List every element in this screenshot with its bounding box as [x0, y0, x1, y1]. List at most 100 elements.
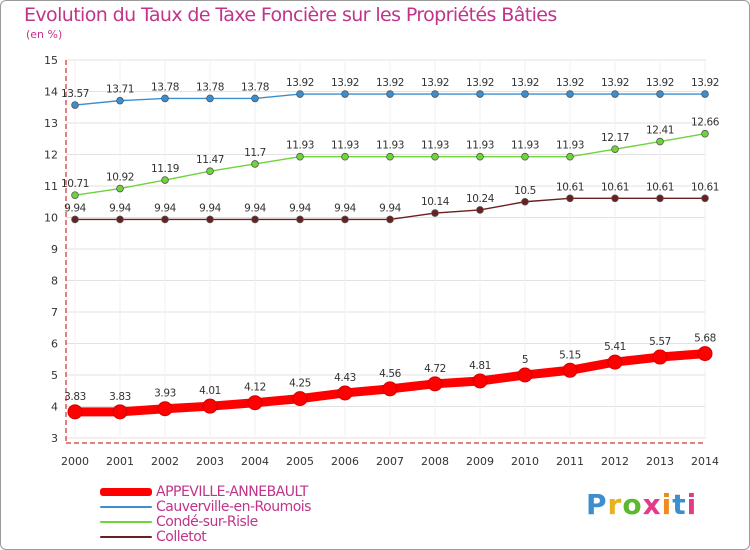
data-label: 12.66 — [691, 117, 720, 129]
y-tick-label: 11 — [44, 180, 58, 193]
data-label: 12.17 — [601, 132, 629, 144]
data-point — [521, 152, 529, 161]
data-label: 4.81 — [469, 360, 491, 372]
chart-title: Evolution du Taux de Taxe Foncière sur l… — [24, 4, 557, 26]
data-point — [656, 90, 664, 98]
data-point — [566, 194, 574, 203]
data-label: 11.93 — [466, 140, 494, 152]
data-point — [206, 215, 214, 224]
y-tick-label: 5 — [51, 369, 58, 382]
data-label: 13.92 — [421, 77, 449, 89]
data-point — [341, 152, 349, 161]
data-label: 10.61 — [691, 181, 719, 193]
y-tick-label: 15 — [44, 54, 58, 67]
data-label: 9.94 — [154, 202, 176, 214]
data-point — [116, 184, 124, 193]
data-point — [157, 401, 173, 417]
data-point — [206, 167, 214, 175]
data-point — [656, 194, 664, 203]
data-label: 5.15 — [559, 349, 581, 361]
legend-swatch-conde — [100, 520, 152, 523]
logo-letter: r — [607, 488, 623, 521]
y-tick-label: 9 — [51, 243, 58, 256]
x-tick-label: 2007 — [376, 455, 404, 468]
y-tick-label: 12 — [44, 149, 58, 162]
x-tick-label: 2014 — [691, 455, 719, 468]
data-point — [652, 349, 668, 365]
x-tick-label: 2012 — [601, 455, 629, 468]
legend-item-colletot[interactable]: Colletot — [100, 529, 311, 545]
data-label: 13.92 — [646, 77, 674, 89]
data-point — [341, 215, 349, 224]
data-label: 13.92 — [331, 77, 359, 89]
data-label: 13.92 — [511, 77, 539, 89]
y-tick-label: 10 — [44, 212, 58, 225]
data-point — [701, 194, 709, 203]
data-label: 4.43 — [334, 372, 356, 384]
legend-swatch-colletot — [100, 535, 152, 538]
x-tick-label: 2009 — [466, 455, 494, 468]
data-point — [71, 191, 79, 199]
data-point — [697, 346, 713, 362]
data-point — [67, 404, 83, 420]
data-label: 4.12 — [244, 382, 266, 394]
data-label: 13.71 — [106, 84, 134, 96]
data-label: 13.92 — [466, 77, 494, 89]
logo-letter: i — [686, 488, 698, 521]
data-label: 5.57 — [649, 336, 671, 348]
y-tick-label: 7 — [51, 306, 58, 319]
data-label: 11.93 — [556, 140, 584, 152]
legend-label: Condé-sur-Risle — [156, 513, 258, 530]
data-label: 5.68 — [694, 333, 716, 345]
data-label: 13.78 — [196, 81, 224, 93]
x-tick-label: 2013 — [646, 455, 674, 468]
legend-swatch-appeville — [100, 487, 152, 496]
data-point — [116, 96, 124, 105]
data-point — [566, 90, 574, 98]
data-point — [386, 90, 394, 98]
data-label: 9.94 — [109, 202, 131, 214]
data-point — [476, 90, 484, 98]
data-point — [206, 94, 214, 103]
data-label: 10.92 — [106, 172, 134, 184]
data-label: 11.93 — [286, 140, 314, 152]
y-tick-label: 13 — [44, 117, 58, 130]
x-tick-label: 2004 — [241, 455, 269, 468]
data-label: 10.5 — [514, 185, 536, 197]
data-point — [607, 354, 623, 370]
legend-item-appeville[interactable]: APPEVILLE-ANNEBAULT — [100, 484, 311, 500]
legend-item-conde[interactable]: Condé-sur-Risle — [100, 513, 311, 530]
data-label: 13.57 — [61, 88, 89, 100]
data-point — [247, 395, 263, 411]
data-label: 9.94 — [289, 202, 311, 214]
data-point — [251, 94, 259, 103]
data-point — [71, 101, 79, 109]
logo-letter: o — [622, 488, 643, 521]
data-label: 13.78 — [151, 81, 179, 93]
data-label: 5.41 — [604, 341, 626, 353]
data-point — [517, 367, 533, 383]
data-point — [521, 90, 529, 98]
data-point — [476, 206, 484, 214]
data-point — [701, 129, 709, 138]
data-label: 3.93 — [154, 388, 176, 400]
data-label: 11.93 — [376, 140, 404, 152]
data-label: 10.61 — [601, 181, 629, 193]
data-point — [202, 398, 218, 414]
data-label: 9.94 — [199, 202, 221, 214]
y-tick-label: 4 — [51, 401, 58, 414]
data-point — [472, 373, 488, 389]
data-label: 11.19 — [151, 163, 179, 175]
data-label: 12.41 — [646, 125, 674, 137]
legend-item-cauverville[interactable]: Cauverville-en-Roumois — [100, 499, 311, 515]
data-label: 13.92 — [601, 77, 629, 89]
x-tick-label: 2001 — [106, 455, 134, 468]
data-point — [562, 362, 578, 378]
proxiti-logo: Proxiti — [586, 488, 697, 521]
x-tick-label: 2011 — [556, 455, 584, 468]
data-point — [701, 90, 709, 98]
data-point — [566, 152, 574, 161]
data-point — [427, 376, 443, 392]
data-label: 13.92 — [691, 77, 719, 89]
data-label: 4.72 — [424, 363, 446, 375]
